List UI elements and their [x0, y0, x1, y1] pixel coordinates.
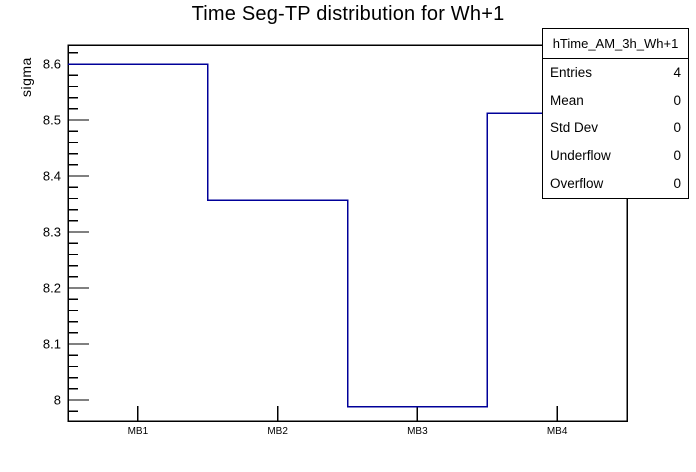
histogram-line — [68, 63, 627, 408]
y-axis-title: sigma — [18, 57, 34, 97]
stat-row: Entries 4 — [543, 59, 688, 87]
stats-box-rows: Entries 4 Mean 0 Std Dev 0 Underflow 0 Overflow 0 — [543, 59, 688, 197]
stat-row-value: 0 — [673, 92, 681, 108]
stat-row-value: 0 — [673, 175, 681, 191]
axes-layer: 8 8.1 8.2 8.3 8.4 8.5 8.6 MB1 MB2 MB3 MB4 — [43, 44, 628, 437]
x-tick-label: MB2 — [267, 426, 288, 437]
y-tick-label: 8.4 — [43, 169, 61, 184]
y-tick-label: 8.2 — [43, 281, 61, 296]
y-tick-label: 8.3 — [43, 225, 61, 240]
x-tick-label: MB4 — [547, 426, 568, 437]
stat-row-label: Overflow — [550, 175, 604, 191]
histogram-step-line — [68, 63, 627, 408]
stat-row-value: 0 — [673, 148, 681, 164]
chart-title: Time Seg-TP distribution for Wh+1 — [191, 3, 505, 25]
plot-frame — [67, 44, 628, 422]
stat-row-label: Std Dev — [550, 120, 599, 136]
y-tick-label: 8.1 — [43, 337, 61, 352]
stat-row: Std Dev 0 — [543, 114, 688, 142]
y-tick-label: 8.6 — [43, 57, 61, 72]
x-tick-label: MB3 — [407, 426, 428, 437]
stats-box: hTime_AM_3h_Wh+1 Entries 4 Mean 0 Std Dev 0 Un… — [542, 28, 689, 199]
stat-row-value: 0 — [673, 120, 681, 136]
y-tick-label: 8.5 — [43, 113, 61, 128]
stat-row: Overflow 0 — [543, 169, 688, 197]
stat-row-label: Entries — [550, 65, 593, 81]
x-tick-label: MB1 — [128, 426, 149, 437]
stat-row-label: Mean — [550, 92, 584, 108]
stat-row-value: 4 — [673, 65, 681, 81]
stat-row: Mean 0 — [543, 87, 688, 115]
stat-row: Underflow 0 — [543, 142, 688, 170]
stats-box-title: hTime_AM_3h_Wh+1 — [543, 29, 688, 59]
stat-row-label: Underflow — [550, 148, 611, 164]
y-tick-label: 8 — [54, 393, 61, 408]
